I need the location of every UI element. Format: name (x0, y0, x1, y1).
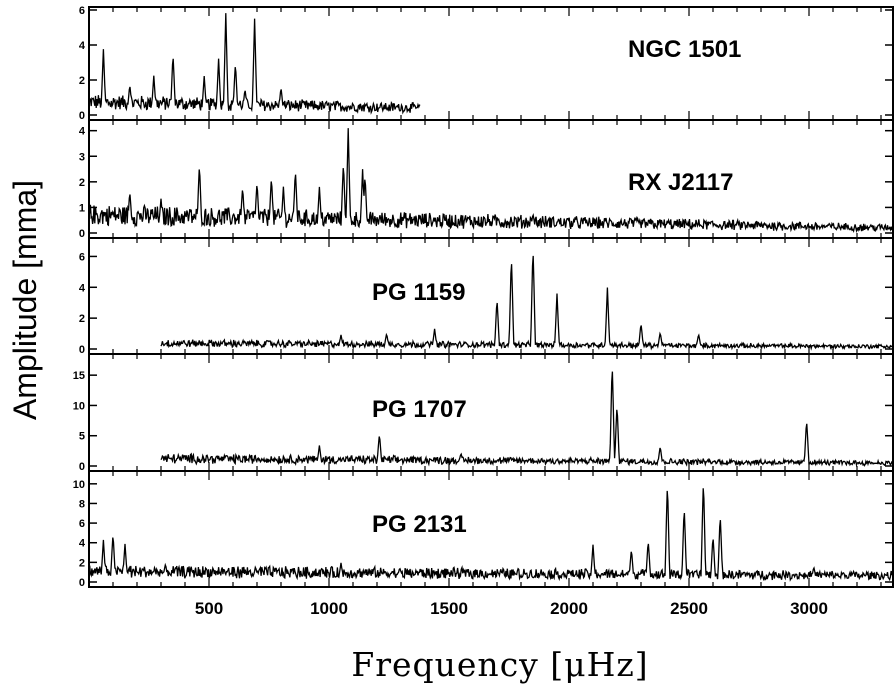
panel-frame (88, 353, 894, 472)
star-name-rx-j2117: RX J2117 (628, 169, 733, 196)
spectrum-pg-1159 (160, 255, 894, 351)
x-tick-label: 1500 (430, 599, 468, 618)
spectrum-ngc-1501 (88, 13, 421, 115)
y-tick-label: 0 (79, 228, 85, 240)
y-tick-label: 4 (79, 126, 86, 138)
y-tick-label: 0 (79, 461, 85, 473)
y-tick-label: 10 (73, 400, 85, 412)
star-name-pg-2131: PG 2131 (372, 511, 467, 538)
panel-ngc-1501: 0 2 4 6 NGC 1501 (79, 5, 894, 122)
y-tick-label: 10 (73, 479, 85, 491)
spectrum-pg-2131 (88, 488, 894, 582)
y-tick-label: 3 (79, 151, 85, 163)
panel-frame (88, 470, 894, 588)
panel-frame (88, 237, 894, 355)
y-tick-label: 2 (79, 313, 85, 325)
x-axis-label: Frequency [μHz] (351, 645, 648, 684)
y-tick-label: 1 (79, 202, 85, 214)
x-tick-label: 3000 (790, 599, 828, 618)
y-tick-label: 6 (79, 5, 85, 17)
y-tick-label: 4 (79, 538, 86, 550)
y-tick-label: 6 (79, 251, 85, 263)
star-name-pg-1159: PG 1159 (372, 279, 465, 306)
y-axis-label: Amplitude [mma] (7, 180, 43, 420)
x-tick-label: 500 (195, 599, 223, 618)
panel-frame (88, 6, 894, 121)
star-name-ngc-1501: NGC 1501 (628, 36, 741, 63)
x-tick-label: 1000 (310, 599, 348, 618)
panel-rx-j2117: 0 1 2 3 4 RX J2117 (79, 119, 894, 240)
panels-group: 0 2 4 6 NGC 1501 0 1 2 3 4 RX J2117 0 2 4 6 PG 1159 0 5 10… (73, 5, 894, 618)
y-tick-label: 4 (79, 282, 86, 294)
y-tick-label: 6 (79, 518, 85, 530)
x-tick-label: 2500 (670, 599, 708, 618)
panel-pg-1159: 0 2 4 6 PG 1159 (79, 237, 894, 356)
x-tick-label: 2000 (550, 599, 588, 618)
y-tick-label: 0 (79, 110, 85, 122)
star-name-pg-1707: PG 1707 (372, 396, 467, 423)
y-tick-label: 2 (79, 177, 85, 189)
y-tick-label: 4 (79, 40, 86, 52)
y-tick-label: 0 (79, 577, 85, 589)
y-tick-label: 5 (79, 431, 85, 443)
y-tick-label: 2 (79, 557, 85, 569)
panel-pg-2131: 0 2 4 6 8 10 PG 2131 (73, 470, 894, 589)
y-tick-label: 8 (79, 498, 85, 510)
y-tick-label: 15 (73, 370, 85, 382)
panel-pg-1707: 0 5 10 15 PG 1707 (73, 353, 894, 473)
y-tick-label: 0 (79, 344, 85, 356)
spectrum-rx-j2117 (88, 128, 894, 234)
spectrum-pg-1707 (160, 371, 893, 468)
y-tick-label: 2 (79, 75, 85, 87)
panel-frame (88, 119, 894, 239)
